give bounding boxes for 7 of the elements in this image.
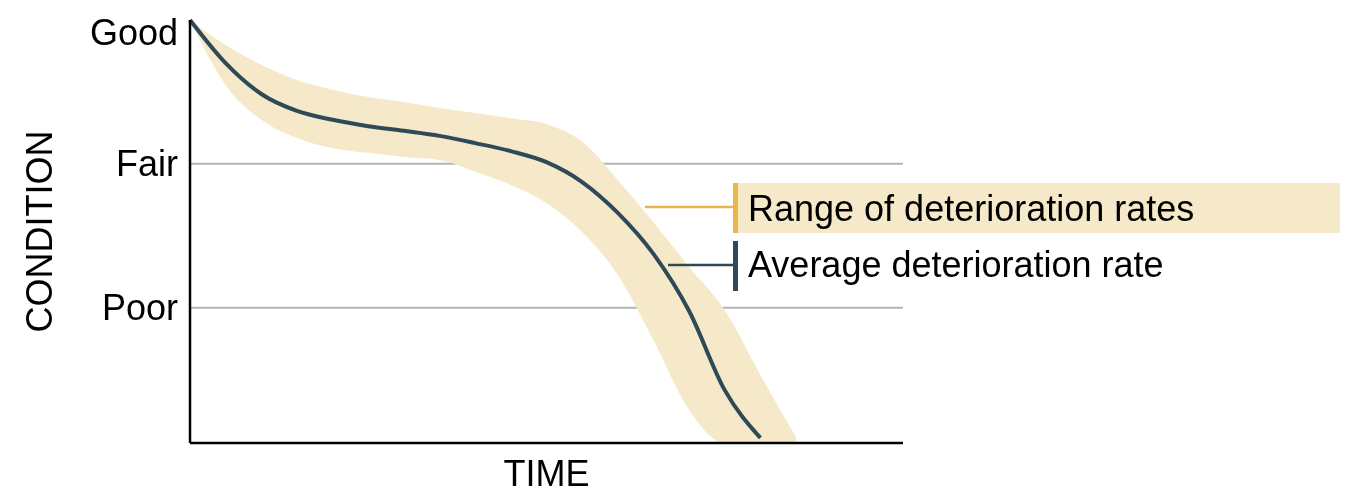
legend-label: Average deterioration rate [748,244,1164,285]
ref-line-label: Poor [101,287,179,329]
text: Good [89,11,178,53]
annotation: Range of deterioration rates [748,188,1195,229]
ref-line-label: Fair [116,143,179,185]
x-axis-title: TIME [503,453,590,494]
y-axis-title: CONDITION [19,130,60,333]
